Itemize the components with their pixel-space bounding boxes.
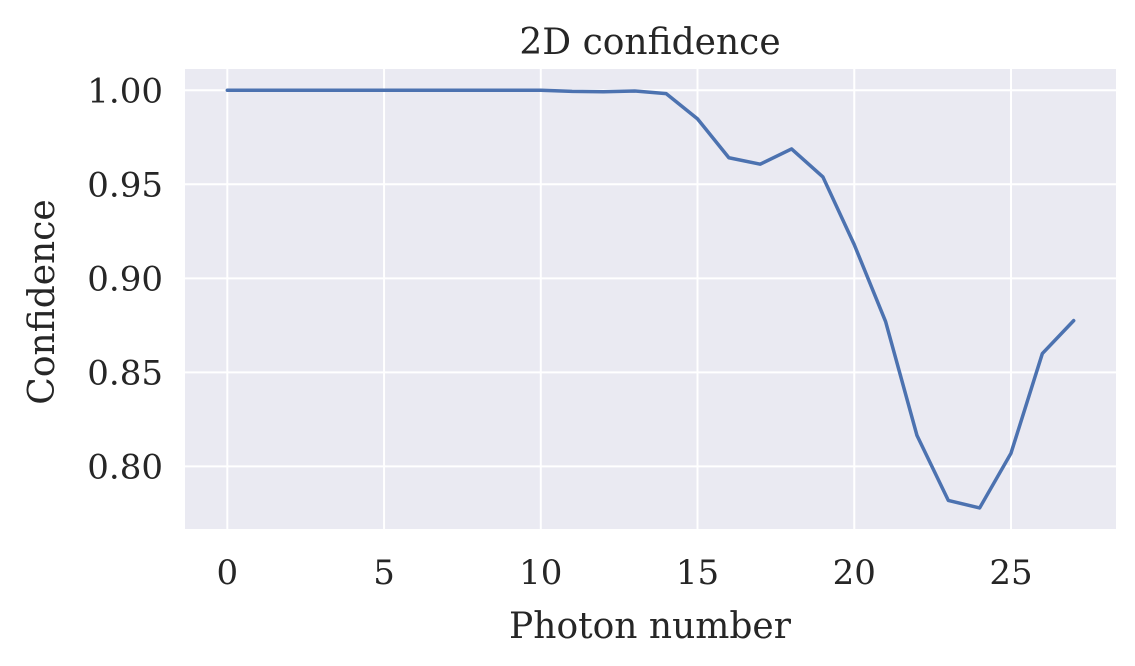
plot-area — [185, 69, 1116, 529]
x-tick-labels: 0 5 10 15 20 25 — [216, 553, 1032, 593]
y-tick-label: 1.00 — [87, 71, 163, 111]
x-tick-label: 10 — [519, 553, 562, 593]
y-tick-label: 0.80 — [87, 447, 163, 487]
x-axis-label: Photon number — [509, 606, 792, 647]
x-tick-label: 0 — [216, 553, 238, 593]
y-axis-label: Confidence — [22, 199, 63, 404]
y-tick-label: 0.90 — [87, 259, 163, 299]
x-tick-label: 20 — [833, 553, 876, 593]
x-tick-label: 15 — [676, 553, 719, 593]
series-line — [225, 88, 1076, 510]
x-tick-label: 25 — [989, 553, 1032, 593]
series-layer — [225, 88, 1076, 510]
x-tick-label: 5 — [373, 553, 395, 593]
chart-title: 2D confidence — [519, 22, 780, 63]
y-tick-labels: 0.80 0.85 0.90 0.95 1.00 — [87, 71, 163, 487]
y-tick-label: 0.85 — [87, 353, 163, 393]
grid-lines — [185, 69, 1116, 529]
y-tick-label: 0.95 — [87, 165, 163, 205]
